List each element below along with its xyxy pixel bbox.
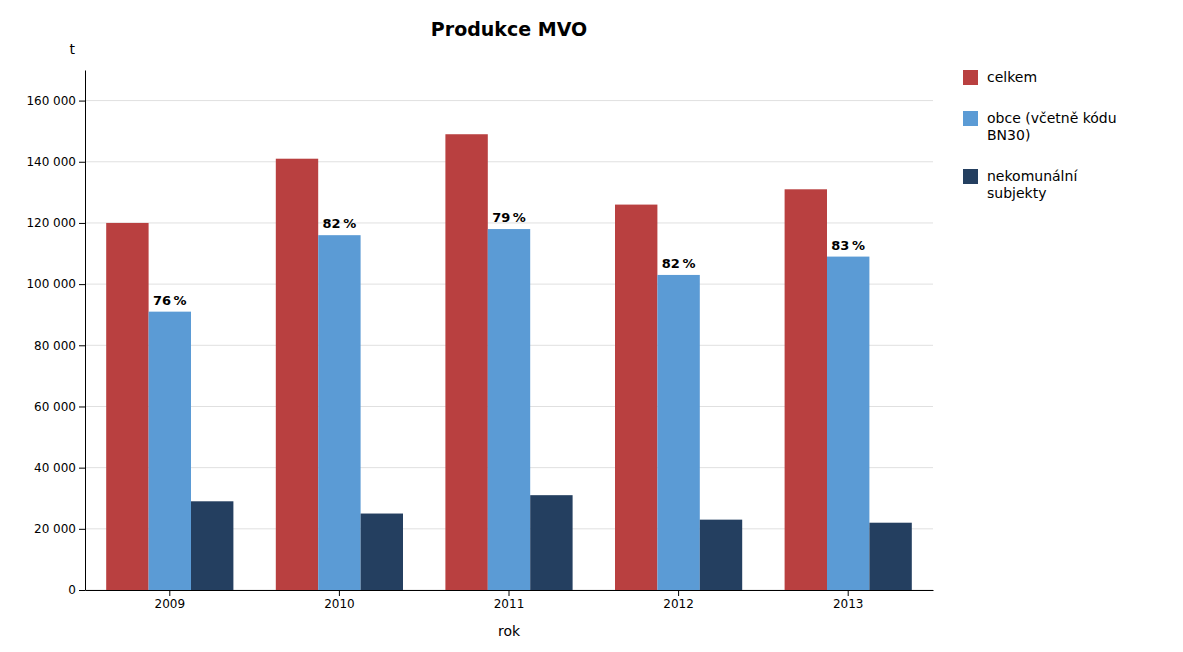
grid-line bbox=[85, 100, 933, 101]
x-tick-mark bbox=[339, 590, 340, 596]
bar bbox=[827, 257, 869, 590]
x-tick-label: 2011 bbox=[494, 597, 525, 611]
bar bbox=[700, 520, 742, 590]
y-tick-label: 160 000 bbox=[26, 94, 76, 108]
y-tick: 60 000 bbox=[34, 400, 85, 414]
bars bbox=[106, 134, 912, 590]
chart: 76 % 82 % 79 % 82 % 83 % 0 20 000 40 000 60 000 8… bbox=[0, 0, 1183, 652]
x-tick-mark bbox=[509, 590, 510, 596]
grid bbox=[85, 101, 933, 590]
x-axis: 2009 2010 2011 2012 2013 bbox=[86, 590, 934, 611]
y-tick-mark bbox=[79, 223, 85, 224]
y-tick-label: 0 bbox=[68, 583, 76, 597]
bar bbox=[657, 275, 699, 590]
percentage-label: 82 % bbox=[323, 216, 357, 231]
y-tick-mark bbox=[79, 406, 85, 407]
x-tick-mark bbox=[678, 590, 679, 596]
y-tick-label: 120 000 bbox=[26, 216, 76, 230]
bar-series bbox=[106, 134, 827, 590]
bar bbox=[149, 312, 191, 590]
y-tick: 140 000 bbox=[26, 155, 85, 169]
bar bbox=[530, 495, 572, 590]
y-tick-label: 100 000 bbox=[26, 277, 76, 291]
x-tick: 2012 bbox=[663, 590, 694, 611]
bar bbox=[488, 229, 530, 590]
bar bbox=[445, 134, 487, 590]
y-tick-mark bbox=[79, 284, 85, 285]
y-tick-label: 20 000 bbox=[34, 522, 76, 536]
legend-swatch bbox=[963, 169, 978, 184]
y-tick-mark bbox=[79, 162, 85, 163]
legend-label: celkem bbox=[987, 69, 1037, 85]
bar bbox=[869, 523, 911, 590]
x-tick-label: 2010 bbox=[324, 597, 355, 611]
bar bbox=[276, 159, 318, 590]
legend-swatch bbox=[963, 70, 978, 85]
percentage-label: 82 % bbox=[662, 256, 696, 271]
y-tick-mark bbox=[79, 345, 85, 346]
bar-labels: 76 % 82 % 79 % 82 % 83 % bbox=[153, 210, 865, 308]
x-tick: 2011 bbox=[494, 590, 525, 611]
y-tick-label: 40 000 bbox=[34, 461, 76, 475]
y-tick: 100 000 bbox=[26, 277, 85, 291]
legend-item: celkem bbox=[963, 69, 1037, 85]
legend-label: obce (včetně kóduBN30) bbox=[987, 110, 1117, 143]
legend-swatch bbox=[963, 111, 978, 126]
y-axis-title: t bbox=[70, 41, 76, 57]
legend-item: nekomunálnísubjekty bbox=[963, 168, 1078, 201]
bar bbox=[785, 189, 827, 590]
y-tick-mark bbox=[79, 590, 85, 591]
legend: celkem obce (včetně kóduBN30) nekomunálnís… bbox=[963, 69, 1117, 201]
bar-series bbox=[191, 495, 912, 590]
y-tick-label: 80 000 bbox=[34, 339, 76, 353]
bar-series bbox=[149, 229, 870, 590]
y-axis: 0 20 000 40 000 60 000 80 000 100 000 120 000 1… bbox=[26, 71, 85, 598]
bar bbox=[361, 514, 403, 590]
title: Produkce MVO bbox=[431, 18, 587, 40]
x-tick: 2010 bbox=[324, 590, 355, 611]
bar bbox=[615, 205, 657, 590]
x-tick-mark bbox=[848, 590, 849, 596]
x-tick-mark bbox=[169, 590, 170, 596]
y-tick-mark bbox=[79, 101, 85, 102]
y-tick: 20 000 bbox=[34, 522, 85, 536]
y-tick: 120 000 bbox=[26, 216, 85, 230]
y-tick: 40 000 bbox=[34, 461, 85, 475]
y-tick: 0 bbox=[68, 583, 85, 597]
y-tick-label: 140 000 bbox=[26, 155, 76, 169]
x-tick: 2013 bbox=[833, 590, 864, 611]
percentage-label: 76 % bbox=[153, 293, 187, 308]
percentage-label: 79 % bbox=[492, 210, 526, 225]
legend-item: obce (včetně kóduBN30) bbox=[963, 110, 1117, 143]
y-tick: 160 000 bbox=[26, 94, 85, 108]
grid-line bbox=[85, 161, 933, 162]
y-axis-line bbox=[85, 71, 86, 591]
y-tick: 80 000 bbox=[34, 339, 85, 353]
y-tick-label: 60 000 bbox=[34, 400, 76, 414]
x-tick-label: 2012 bbox=[663, 597, 694, 611]
y-tick-mark bbox=[79, 529, 85, 530]
x-tick-label: 2009 bbox=[155, 597, 186, 611]
bar bbox=[318, 235, 360, 590]
y-tick-mark bbox=[79, 468, 85, 469]
percentage-label: 83 % bbox=[831, 238, 865, 253]
bar bbox=[191, 501, 233, 590]
legend-label: nekomunálnísubjekty bbox=[987, 168, 1078, 201]
x-axis-title: rok bbox=[498, 623, 521, 639]
x-tick: 2009 bbox=[155, 590, 186, 611]
x-tick-label: 2013 bbox=[833, 597, 864, 611]
bar bbox=[106, 223, 148, 590]
